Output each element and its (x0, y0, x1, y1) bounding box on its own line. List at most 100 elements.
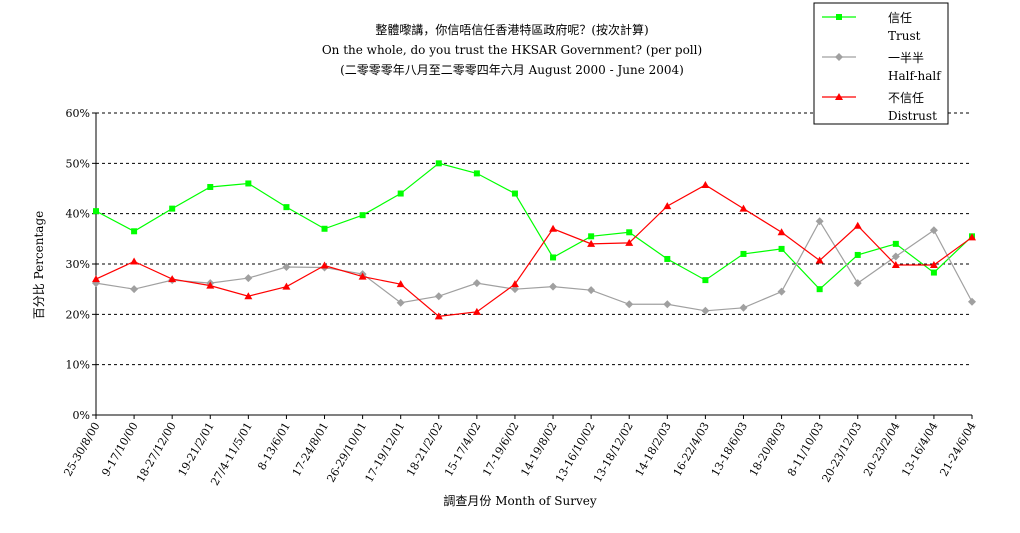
data-point-distrust (587, 239, 596, 247)
series-line-distrust (95, 184, 973, 317)
data-point-distrust (625, 238, 634, 246)
x-tick-label: 8-11/10/03 (785, 420, 826, 479)
data-point-half-half (282, 263, 291, 272)
data-point-trust (588, 233, 595, 240)
legend-label-zh: 不信任 (888, 91, 924, 105)
x-tick-label: 20-23/12/03 (820, 420, 865, 485)
series-half-half (92, 217, 976, 315)
x-tick-label: 18-20/8/03 (747, 420, 788, 479)
data-point-trust (626, 229, 633, 236)
x-tick-label: 9-17/10/00 (99, 420, 140, 479)
data-point-distrust (92, 275, 100, 283)
x-tick-label: 16-22/4/03 (671, 420, 712, 479)
series-line-half-half (95, 220, 973, 312)
data-point-distrust (663, 202, 672, 210)
legend: 信任 Trust 一半半 Half-half 不信任 Distrust (813, 2, 949, 125)
data-point-distrust (510, 280, 519, 288)
x-tick-label: 17-24/8/01 (290, 420, 331, 479)
data-point-half-half (244, 274, 253, 283)
legend-box (813, 2, 949, 125)
data-point-distrust (244, 292, 253, 300)
chart-title-en: On the whole, do you trust the HKSAR Gov… (322, 43, 702, 57)
data-point-distrust (549, 224, 558, 232)
data-point-trust (207, 183, 214, 190)
data-point-trust (473, 170, 480, 177)
data-point-distrust (130, 257, 139, 265)
data-point-distrust (739, 204, 748, 212)
data-point-distrust (968, 233, 976, 241)
y-tick-label: 50% (66, 157, 90, 170)
legend-label-zh: 信任 (888, 11, 912, 25)
legend-label-en: Trust (888, 29, 921, 43)
x-tick-label: 14-18/2/03 (633, 420, 674, 479)
data-point-trust (892, 240, 899, 247)
y-axis-title: 百分比 Percentage (32, 211, 46, 320)
data-point-half-half (130, 285, 139, 294)
y-tick-label: 20% (66, 308, 90, 321)
y-tick-labels: 0% 10% 20% 30% 40% 50% 60% (66, 107, 96, 422)
data-point-half-half (777, 287, 786, 296)
series-layer (92, 160, 976, 320)
data-point-distrust (777, 228, 786, 236)
chart-title-zh: 整體嚟講，你信唔信任香港特區政府呢？(按次計算) (375, 22, 648, 37)
data-point-trust (702, 277, 709, 284)
data-point-trust (93, 208, 99, 215)
x-tick-label: 20-23/2/04 (861, 420, 902, 479)
legend-label-en: Half-half (888, 69, 942, 83)
data-point-trust (740, 250, 747, 257)
data-point-distrust (168, 275, 177, 283)
x-tick-label: 25-30/8/00 (61, 420, 102, 479)
data-point-half-half (625, 300, 634, 309)
data-point-half-half (701, 306, 710, 315)
data-point-distrust (434, 312, 443, 320)
x-tick-label: 15-17/4/02 (442, 420, 483, 479)
data-point-half-half (549, 282, 558, 291)
data-point-trust (854, 251, 861, 258)
data-point-trust (435, 160, 442, 167)
data-point-trust (816, 286, 823, 293)
x-tick-label: 17-19/6/02 (480, 420, 521, 479)
x-tick-label: 13-18/12/02 (591, 420, 636, 485)
data-point-trust (778, 245, 785, 252)
gridlines (96, 112, 972, 366)
data-point-distrust (891, 261, 900, 269)
x-tick-label: 8-13/6/01 (255, 420, 293, 473)
data-point-distrust (282, 282, 291, 290)
legend-label-en: Distrust (888, 109, 937, 123)
legend-marker-half-half (835, 53, 843, 61)
x-tick-label: 27/4-11/5/01 (208, 420, 255, 488)
x-tick-label: 21-24/6/04 (937, 420, 978, 479)
legend-marker-trust (836, 14, 842, 20)
data-point-distrust (472, 307, 481, 315)
data-point-trust (359, 212, 366, 219)
data-point-half-half (929, 226, 938, 235)
y-tick-label: 40% (66, 208, 90, 221)
x-tick-label: 17-19/12/01 (362, 420, 407, 485)
y-tick-label: 10% (66, 359, 90, 372)
chart-subtitle: (二零零零年八月至二零零四年六月 August 2000 - June 2004… (340, 63, 684, 77)
data-point-half-half (472, 279, 481, 288)
data-point-half-half (396, 298, 405, 307)
data-point-half-half (510, 285, 519, 294)
x-tick-label: 18-27/12/00 (134, 420, 179, 485)
data-point-trust (511, 190, 518, 197)
legend-marker-distrust (835, 93, 843, 100)
data-point-distrust (358, 272, 367, 280)
x-tick-label: 14-19/8/02 (518, 420, 559, 479)
data-point-trust (321, 225, 328, 232)
x-tick-label: 26-29/10/01 (324, 420, 369, 485)
data-point-trust (283, 204, 290, 211)
data-point-trust (169, 205, 176, 212)
data-point-distrust (396, 280, 405, 288)
data-point-half-half (587, 286, 596, 295)
x-tick-label: 13-18/6/03 (709, 420, 750, 479)
data-point-half-half (663, 300, 672, 309)
data-point-trust (245, 180, 252, 187)
data-point-half-half (853, 279, 862, 288)
x-tick-label: 13-16/4/04 (899, 420, 940, 479)
data-point-trust (550, 254, 557, 261)
data-point-distrust (929, 261, 938, 269)
data-point-trust (131, 228, 138, 235)
data-point-distrust (701, 180, 710, 188)
